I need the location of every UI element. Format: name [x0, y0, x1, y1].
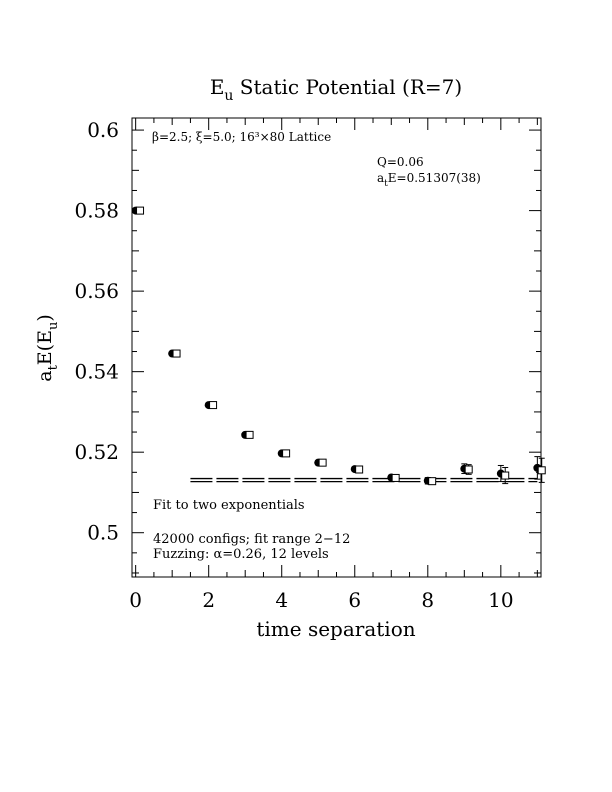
y-tick-label: 0.54 — [74, 360, 119, 384]
x-tick-label: 6 — [348, 588, 361, 612]
x-tick-label: 10 — [488, 588, 513, 612]
x-axis-label: time separation — [256, 617, 415, 641]
data-point-square — [245, 430, 254, 439]
data-point-square — [136, 206, 145, 215]
x-tick-label: 0 — [129, 588, 142, 612]
x-axis-ticks — [135, 118, 538, 577]
fuzzing-annotation: Fuzzing: α=0.26, 12 levels — [153, 547, 329, 562]
energy-annotation: atE=0.51307(38) — [377, 171, 481, 189]
data-point-square — [428, 477, 437, 486]
q-annotation: Q=0.06 — [377, 155, 424, 169]
y-tick-label: 0.52 — [74, 440, 119, 464]
series-filled-circles — [131, 206, 542, 485]
fit-band — [190, 477, 538, 483]
configs-annotation: 42000 configs; fit range 2−12 — [153, 532, 350, 547]
data-point-square — [282, 449, 291, 458]
x-tick-labels: 0 2 4 6 8 10 — [129, 588, 513, 612]
data-point-square — [391, 473, 400, 482]
data-point-square — [355, 465, 364, 474]
x-tick-label: 4 — [275, 588, 288, 612]
x-tick-label: 2 — [202, 588, 215, 612]
chart-title: Eu Static Potential (R=7) — [210, 75, 462, 104]
y-tick-label: 0.58 — [74, 199, 119, 223]
data-point-square — [172, 349, 181, 358]
lattice-annotation: β=2.5; ξ=5.0; 16³×80 Lattice — [152, 130, 331, 144]
x-tick-label: 8 — [421, 588, 434, 612]
data-point-square — [464, 465, 473, 474]
y-tick-labels: 0.5 0.52 0.54 0.56 0.58 0.6 — [74, 118, 119, 545]
y-tick-label: 0.5 — [87, 521, 119, 545]
fit-annotation: Fit to two exponentials — [153, 498, 305, 513]
y-tick-label: 0.56 — [74, 279, 119, 303]
data-point-square — [501, 471, 510, 480]
data-point-square — [318, 458, 327, 467]
y-tick-label: 0.6 — [87, 118, 119, 142]
data-point-square — [537, 466, 546, 475]
y-axis-label: atE(Eu) — [34, 314, 61, 382]
series-open-squares — [136, 206, 546, 486]
data-point-square — [209, 401, 218, 410]
